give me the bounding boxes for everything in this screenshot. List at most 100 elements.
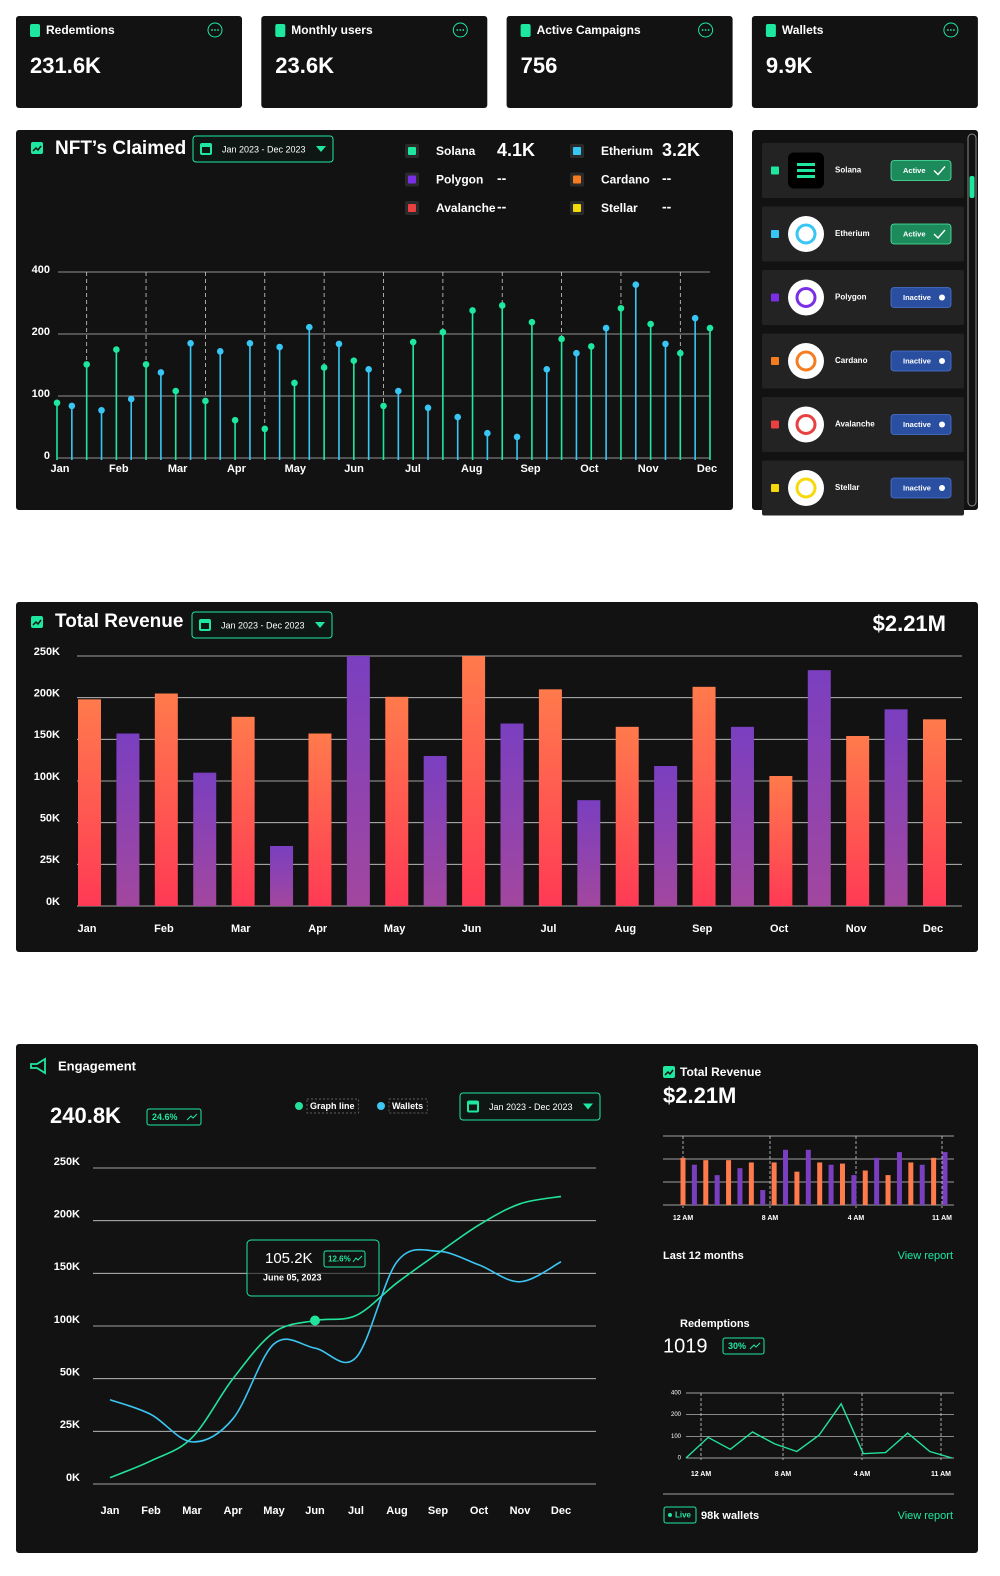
bar [116,733,140,906]
x-tick-label: 11 AM [932,1215,952,1222]
wallet-icon [795,350,817,372]
x-tick-label: Nov [510,1505,532,1517]
date-picker[interactable] [459,1092,601,1121]
bar [760,1190,766,1205]
legend-total: -- [662,199,672,215]
status-pill[interactable] [890,350,952,372]
more-dot [456,29,459,31]
change-badge [146,1108,202,1126]
more-button[interactable] [207,22,223,38]
x-tick-label: Jul [405,463,421,475]
legend-swatch [408,147,416,155]
line [685,1402,953,1459]
status-label: Inactive [903,420,931,429]
lollipop-dot [98,406,105,414]
x-tick-label: Oct [470,1505,489,1517]
bar [500,723,524,906]
lollipop-dot [380,402,387,410]
wallet-icon [788,470,824,506]
x-tick-label: Dec [923,923,943,935]
lollipop-dot [484,429,491,437]
lollipop-dot [350,357,358,364]
trend-icon [352,1255,363,1263]
bar [691,1164,697,1205]
more-dot [462,29,465,31]
lollipop-dot [276,343,283,351]
x-tick-label: Jun [305,1505,325,1517]
more-button[interactable] [943,22,959,38]
tooltip-badge [323,1250,366,1268]
view-report[interactable]: View report [898,1250,953,1262]
x-tick-label: Apr [227,463,247,475]
x-tick-label: Oct [580,463,599,475]
live-label: Live [675,1511,692,1520]
wallet-icon [795,414,817,435]
wallet-swatch [771,357,779,365]
status-label: Inactive [903,356,931,365]
legend-label: Polygon [436,173,483,187]
x-tick-label: May [384,923,406,935]
live-badge [663,1506,697,1524]
change-value: 24.6% [152,1112,178,1122]
more-dot [704,29,707,31]
legend-total: -- [497,199,507,215]
lollipop-dot [157,369,165,376]
calendar-icon [202,147,210,153]
legend-swatch [573,204,581,212]
y-tick-label: 0 [678,1456,682,1462]
x-tick-label: Nov [846,923,868,935]
status-pill[interactable] [890,414,952,435]
tooltip-change: 12.6% [328,1255,351,1264]
lollipop-dot [632,281,640,289]
legend-swatch [573,147,581,155]
stat-value: 756 [521,53,558,78]
stat-label: Monthly users [291,23,373,37]
bar [714,1175,720,1205]
status-pill[interactable] [890,287,952,308]
change-value: 30% [728,1341,746,1351]
x-tick-label: Jan [78,923,97,935]
lollipop-dot [513,433,521,441]
date-picker[interactable] [192,135,334,163]
y-tick-label: 100 [671,1434,682,1440]
bar [817,1162,823,1205]
stat-label: Active Campaigns [537,23,641,37]
more-button[interactable] [452,22,468,38]
more-button[interactable] [698,22,714,38]
status-pill[interactable] [890,160,952,181]
bar [346,656,370,906]
bar [703,1160,709,1205]
lollipop-dot [335,340,343,348]
change-badge [722,1337,765,1355]
bar [423,756,447,906]
wallet-icon [795,223,817,245]
date-picker[interactable] [191,611,333,639]
scroll-thumb[interactable] [969,176,975,198]
more-dot [947,29,949,31]
bar [462,656,486,906]
panel-value: $2.21M [663,1083,736,1108]
wallet-name: Cardano [835,356,868,365]
bar [730,726,754,906]
status-dot [939,421,945,428]
dropdown-arrow [316,146,326,152]
legend-label: Stellar [601,201,638,215]
status-dot [939,294,945,301]
wallet-icon [797,169,815,172]
status-pill[interactable] [890,223,952,245]
legend-dot [377,1102,385,1110]
card [261,16,488,108]
more-dot [217,29,219,31]
panel-value: 1019 [663,1335,708,1357]
stat-label: Wallets [782,23,824,37]
bar [385,696,409,906]
stat-icon [765,24,776,37]
status-pill[interactable] [890,477,952,499]
bar [193,772,217,906]
view-report[interactable]: View report [898,1510,953,1522]
wallet-icon [797,175,815,178]
x-tick-label: Mar [231,923,251,935]
icon [664,1069,674,1076]
bar [231,716,255,906]
bar [737,1168,743,1205]
